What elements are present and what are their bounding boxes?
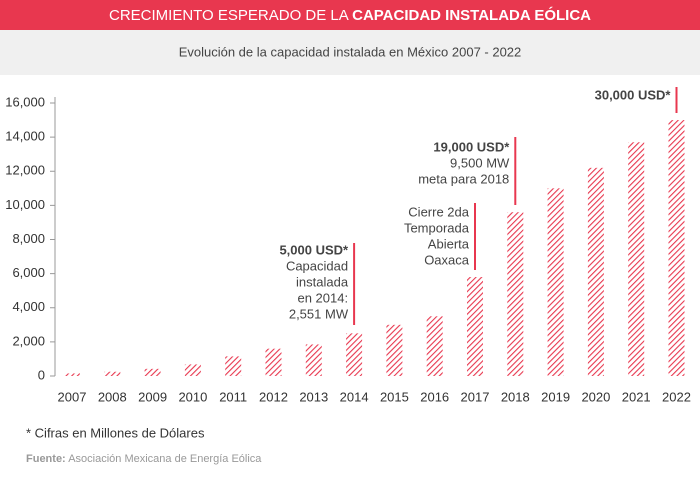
y-tick-label: 8,000 (12, 231, 45, 246)
bar (346, 333, 363, 376)
x-tick-label: 2013 (299, 389, 328, 404)
annotation-text: Oaxaca (424, 252, 470, 267)
bar (507, 212, 524, 376)
subtitle-band (0, 30, 700, 75)
chart-title: CRECIMIENTO ESPERADO DE LA CAPACIDAD INS… (109, 6, 591, 24)
annotation-heading: 30,000 USD* (595, 87, 672, 102)
x-tick-label: 2007 (58, 389, 87, 404)
x-tick-label: 2016 (420, 389, 449, 404)
annotation-text: Temporada (404, 220, 470, 235)
bar (467, 277, 483, 376)
x-tick-label: 2022 (662, 389, 691, 404)
source: Fuente: Asociación Mexicana de Energía E… (26, 453, 262, 465)
annotation-text: meta para 2018 (418, 171, 509, 186)
y-tick-label: 16,000 (5, 94, 45, 109)
x-tick-label: 2012 (259, 389, 288, 404)
bar (184, 364, 201, 376)
annotation-heading: 19,000 USD* (433, 139, 510, 154)
annotation-text: instalada (296, 274, 349, 289)
bar (104, 371, 121, 376)
bar (305, 344, 322, 376)
source-text: Asociación Mexicana de Energía Eólica (68, 453, 262, 465)
source-label: Fuente: (26, 453, 66, 465)
x-tick-label: 2018 (501, 389, 530, 404)
annotation-text: Capacidad (286, 258, 348, 273)
x-tick-label: 2011 (219, 389, 247, 404)
y-tick-label: 6,000 (12, 265, 45, 280)
y-tick-label: 12,000 (5, 163, 45, 178)
bar (386, 324, 403, 376)
y-tick-label: 2,000 (12, 333, 45, 348)
bar (265, 348, 282, 376)
bar (587, 167, 604, 376)
x-tick-label: 2008 (98, 389, 127, 404)
bar (225, 356, 242, 376)
x-tick-label: 2009 (138, 389, 167, 404)
bar (628, 142, 645, 376)
y-tick-label: 14,000 (5, 129, 45, 144)
x-tick-label: 2015 (380, 389, 409, 404)
y-tick-label: 4,000 (12, 299, 45, 314)
annotation-text: 2,551 MW (289, 306, 349, 321)
annotation-heading: 5,000 USD* (279, 242, 349, 257)
annotation-text: 9,500 MW (450, 155, 510, 170)
bar (144, 368, 161, 376)
y-tick-label: 0 (38, 367, 45, 382)
title-banner (0, 0, 700, 30)
bar (668, 120, 685, 376)
annotation-text: Abierta (428, 236, 470, 251)
x-tick-label: 2017 (461, 389, 490, 404)
x-tick-label: 2010 (178, 389, 207, 404)
y-tick-label: 10,000 (5, 197, 45, 212)
bar (426, 316, 443, 376)
title-part: CRECIMIENTO ESPERADO DE LA (109, 7, 349, 24)
bar (547, 188, 564, 376)
x-tick-label: 2019 (541, 389, 570, 404)
x-tick-label: 2020 (581, 389, 610, 404)
x-tick-label: 2021 (622, 389, 651, 404)
subtitle: Evolución de la capacidad instalada en M… (179, 44, 522, 59)
annotation-text: Cierre 2da (408, 204, 469, 219)
bar (64, 373, 80, 376)
footnote: * Cifras en Millones de Dólares (26, 425, 205, 440)
x-tick-label: 2014 (340, 389, 369, 404)
title-bold: CAPACIDAD INSTALADA EÓLICA (352, 6, 591, 24)
annotation-text: en 2014: (297, 290, 348, 305)
